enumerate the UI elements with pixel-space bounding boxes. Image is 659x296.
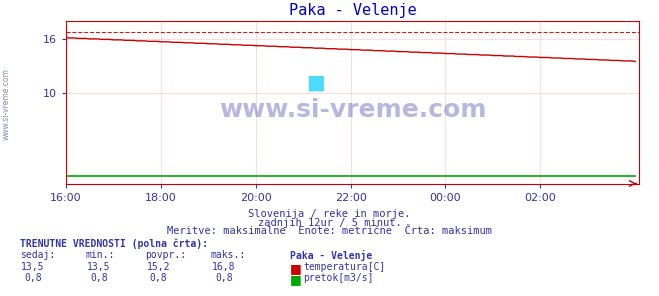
Text: temperatura[C]: temperatura[C]	[303, 262, 386, 272]
Text: Paka - Velenje: Paka - Velenje	[290, 250, 372, 261]
Text: pretok[m3/s]: pretok[m3/s]	[303, 273, 374, 283]
Text: ■: ■	[290, 273, 302, 286]
Text: 0,8: 0,8	[90, 273, 107, 283]
Text: maks.:: maks.:	[211, 250, 246, 260]
Text: ■: ■	[290, 262, 302, 275]
Text: 0,8: 0,8	[24, 273, 42, 283]
Text: TRENUTNE VREDNOSTI (polna črta):: TRENUTNE VREDNOSTI (polna črta):	[20, 238, 208, 249]
Text: Slovenija / reke in morje.: Slovenija / reke in morje.	[248, 209, 411, 219]
Text: zadnjih 12ur / 5 minut.: zadnjih 12ur / 5 minut.	[258, 218, 401, 228]
Text: 15,2: 15,2	[146, 262, 170, 272]
Title: Paka - Velenje: Paka - Velenje	[289, 3, 416, 18]
Text: 0,8: 0,8	[215, 273, 233, 283]
Text: 0,8: 0,8	[150, 273, 167, 283]
Text: min.:: min.:	[86, 250, 115, 260]
Text: 16,8: 16,8	[212, 262, 236, 272]
Text: www.si-vreme.com: www.si-vreme.com	[2, 68, 11, 139]
Text: www.si-vreme.com: www.si-vreme.com	[219, 98, 486, 122]
Text: sedaj:: sedaj:	[20, 250, 55, 260]
Text: 13,5: 13,5	[87, 262, 111, 272]
Text: ▪: ▪	[305, 68, 326, 97]
Text: povpr.:: povpr.:	[145, 250, 186, 260]
Text: Meritve: maksimalne  Enote: metrične  Črta: maksimum: Meritve: maksimalne Enote: metrične Črta…	[167, 226, 492, 237]
Text: 13,5: 13,5	[21, 262, 45, 272]
